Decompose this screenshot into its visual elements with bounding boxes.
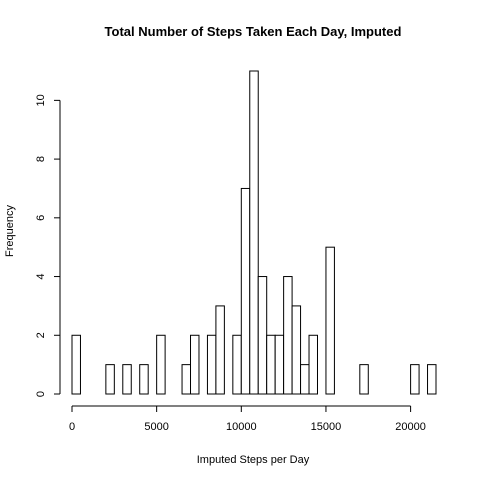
y-tick-label-6: 6 (35, 215, 47, 221)
y-tick-label-0: 0 (35, 391, 47, 397)
bar-20000-20500 (410, 364, 420, 395)
bar-8000-8500 (206, 334, 217, 395)
y-tick-label-4: 4 (35, 273, 47, 279)
x-axis: 0 5000 10000 15000 20000 (69, 405, 426, 433)
bar-12000-12500 (274, 334, 285, 395)
y-tick-label-8: 8 (35, 156, 47, 162)
bar-13000-13500 (291, 305, 302, 395)
bar-8500-9000 (215, 305, 225, 395)
x-tick-label-20000: 20000 (395, 421, 426, 433)
bar-6500-7000 (181, 364, 192, 395)
x-tick-label-15000: 15000 (311, 421, 342, 433)
y-tick-label-2: 2 (35, 332, 47, 338)
bar-21000-21500 (427, 364, 437, 395)
bar-10500-11000 (249, 70, 259, 395)
bar-5000-5500 (156, 334, 166, 395)
x-axis-label: Imputed Steps per Day (197, 454, 310, 466)
bar-7000-7500 (190, 334, 200, 395)
bar-15000-15500 (325, 246, 335, 395)
chart-title: Total Number of Steps Taken Each Day, Im… (105, 24, 402, 39)
bar-11000-11500 (257, 276, 268, 395)
bar-12500-13000 (283, 276, 293, 395)
bar-9500-10000 (232, 334, 242, 395)
bar-10000-10500 (240, 187, 251, 395)
y-tick-label-10: 10 (35, 94, 47, 106)
bar-3000-3500 (122, 364, 132, 395)
bar-14000-14500 (308, 334, 318, 395)
y-axis-label: Frequency (4, 205, 16, 257)
x-tick-label-0: 0 (69, 421, 75, 433)
y-axis: 0 2 4 6 8 10 (35, 94, 61, 397)
x-tick-label-5000: 5000 (144, 421, 168, 433)
bar-0-500 (71, 334, 81, 395)
x-tick-label-10000: 10000 (226, 421, 257, 433)
bar-13500-14000 (300, 364, 310, 395)
bar-11500-12000 (266, 334, 276, 395)
bar-17000-17500 (359, 364, 369, 395)
bars-group (71, 70, 437, 395)
bar-4000-4500 (139, 364, 149, 395)
bar-2000-2500 (105, 364, 115, 395)
